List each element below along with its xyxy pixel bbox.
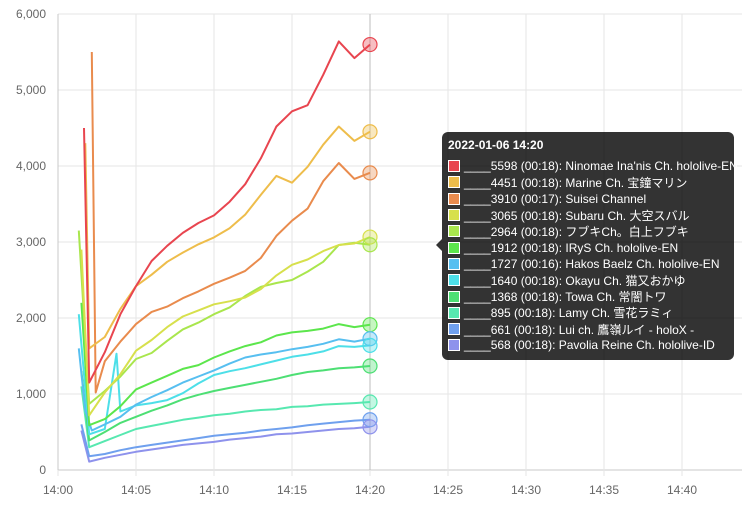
chart-tooltip: 2022-01-06 14:20 ____5598 (00:18): Ninom… [436, 132, 738, 360]
legend-swatch [448, 225, 460, 238]
tooltip-item-label: ____3065 (00:18): Subaru Ch. 大空スバル [464, 208, 690, 223]
series-layer [77, 40, 371, 463]
y-tick-label: 4,000 [16, 159, 46, 173]
hover-point [362, 36, 378, 53]
legend-swatch [448, 241, 460, 254]
series-line [77, 314, 371, 436]
x-tick-label: 14:30 [511, 483, 541, 497]
tooltip-item: ____4451 (00:18): Marine Ch. 宝鐘マリン [448, 174, 728, 190]
series-line [80, 302, 371, 427]
legend-swatch [448, 290, 460, 303]
hover-point [362, 229, 378, 245]
series-line [80, 386, 371, 449]
tooltip-item: ____2964 (00:18): フブキCh。白上フブキ [448, 223, 728, 239]
tooltip-item-label: ____3910 (00:17): Suisei Channel [464, 191, 647, 206]
tooltip-item: ____3910 (00:17): Suisei Channel [448, 191, 728, 207]
y-tick-label: 6,000 [16, 7, 46, 21]
series-line [84, 125, 371, 350]
legend-swatch [448, 339, 460, 352]
series-line [80, 365, 371, 442]
tooltip-item-label: ____1368 (00:18): Towa Ch. 常闇トワ [464, 290, 667, 305]
y-tick-label: 3,000 [16, 235, 46, 249]
tooltip-item: ____1640 (00:18): Okayu Ch. 猫又おかゆ [448, 272, 728, 288]
series-line [80, 418, 371, 458]
legend-swatch [448, 209, 460, 222]
tooltip-item-label: ____4451 (00:18): Marine Ch. 宝鐘マリン [464, 175, 688, 190]
legend-swatch [448, 176, 460, 189]
series-line [80, 236, 371, 417]
hover-point [362, 394, 378, 410]
tooltip-item: ____1912 (00:18): IRyS Ch. hololive-EN [448, 239, 728, 255]
hover-point [362, 237, 378, 253]
tooltip-caret [436, 239, 442, 251]
hover-markers [362, 36, 378, 435]
x-tick-label: 14:00 [43, 483, 73, 497]
hover-point [362, 124, 378, 140]
tooltip-item-label: ____1640 (00:18): Okayu Ch. 猫又おかゆ [464, 273, 686, 288]
tooltip-list: ____5598 (00:18): Ninomae Ina'nis Ch. ho… [448, 158, 738, 354]
x-tick-label: 14:05 [121, 483, 151, 497]
y-tick-label: 0 [39, 463, 46, 477]
tooltip-item-label: ____1912 (00:18): IRyS Ch. hololive-EN [464, 240, 679, 255]
y-tick-label: 1,000 [16, 387, 46, 401]
tooltip-item-label: ____1727 (00:16): Hakos Baelz Ch. hololi… [464, 256, 720, 271]
tooltip-item: ____661 (00:18): Lui ch. 鷹嶺ルイ - holoX - [448, 321, 728, 337]
x-tick-label: 14:15 [277, 483, 307, 497]
tooltip-item: ____568 (00:18): Pavolia Reine Ch. holol… [448, 337, 728, 353]
tooltip-item: ____895 (00:18): Lamy Ch. 雪花ラミィ [448, 305, 728, 321]
x-tick-label: 14:35 [589, 483, 619, 497]
tooltip-item: ____1368 (00:18): Towa Ch. 常闇トワ [448, 288, 728, 304]
x-tick-label: 14:10 [199, 483, 229, 497]
y-tick-label: 5,000 [16, 83, 46, 97]
tooltip-item: ____3065 (00:18): Subaru Ch. 大空スバル [448, 207, 728, 223]
hover-point [362, 419, 378, 435]
tooltip-item-label: ____895 (00:18): Lamy Ch. 雪花ラミィ [464, 306, 674, 321]
x-tick-label: 14:20 [355, 483, 385, 497]
tooltip-item: ____5598 (00:18): Ninomae Ina'nis Ch. ho… [448, 158, 738, 174]
hover-point [362, 358, 378, 374]
x-tick-label: 14:40 [667, 483, 697, 497]
series-line [83, 40, 371, 384]
series-line [77, 337, 371, 432]
series-line [80, 425, 371, 463]
series-line [77, 230, 371, 405]
tooltip-item-label: ____5598 (00:18): Ninomae Ina'nis Ch. ho… [464, 159, 738, 174]
chart-axes: 0 1,000 2,000 3,000 4,000 5,000 6,000 14:00 14:0… [16, 7, 697, 497]
legend-swatch [448, 160, 460, 173]
legend-swatch [448, 257, 460, 270]
legend-swatch [448, 306, 460, 319]
legend-swatch [448, 192, 460, 205]
hover-point [362, 165, 378, 181]
series-line [90, 51, 371, 394]
tooltip-item-label: ____568 (00:18): Pavolia Reine Ch. holol… [464, 338, 715, 353]
tooltip-title: 2022-01-06 14:20 [448, 138, 544, 152]
hover-point [362, 317, 378, 333]
hover-point [362, 337, 378, 353]
tooltip-item: ____1727 (00:16): Hakos Baelz Ch. hololi… [448, 256, 728, 272]
legend-swatch [448, 323, 460, 336]
x-tick-label: 14:25 [433, 483, 463, 497]
tooltip-item-label: ____2964 (00:18): フブキCh。白上フブキ [464, 224, 689, 239]
legend-swatch [448, 274, 460, 287]
tooltip-item-label: ____661 (00:18): Lui ch. 鷹嶺ルイ - holoX - [464, 322, 695, 337]
y-tick-label: 2,000 [16, 311, 46, 325]
